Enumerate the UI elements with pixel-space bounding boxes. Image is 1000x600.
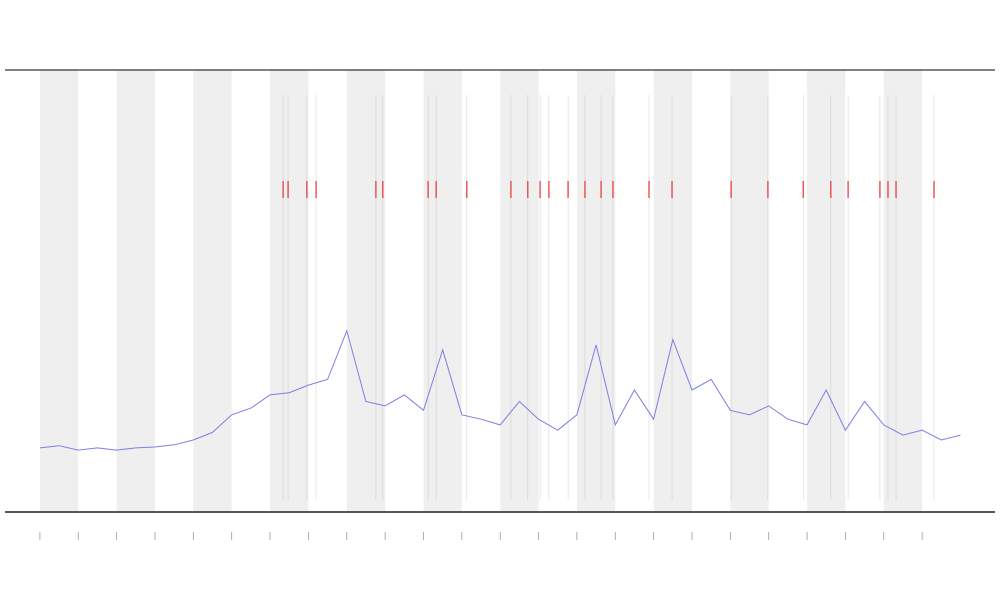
series-line [39,329,961,451]
shaded-band [576,70,616,512]
shaded-band [39,70,79,512]
shaded-band [423,70,462,512]
shaded-band [193,70,232,512]
shaded-band [883,70,923,512]
shaded-band [807,70,846,512]
shaded-band [116,70,155,512]
shaded-band [270,70,309,512]
shaded-band [346,70,386,512]
shaded-band [500,70,539,512]
shaded-band [653,70,692,512]
shaded-band [730,70,769,512]
